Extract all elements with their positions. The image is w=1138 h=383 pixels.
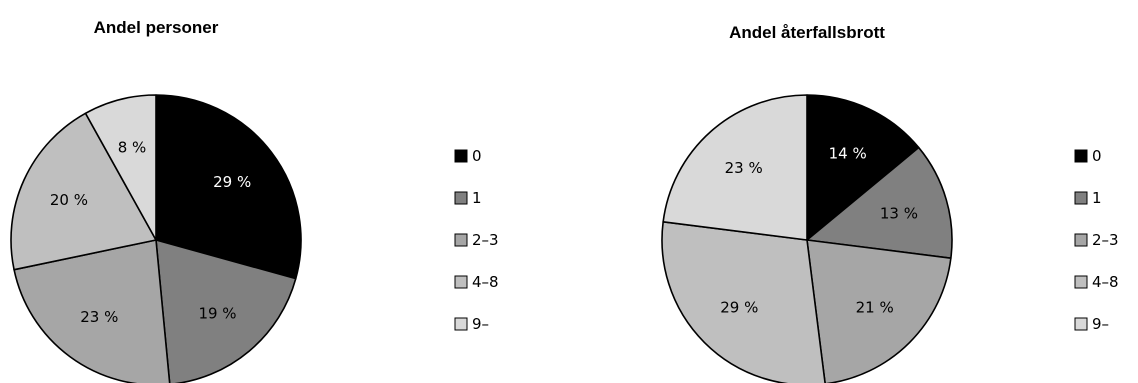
legend-swatch	[1074, 149, 1088, 163]
slice-data-label: 23 %	[80, 308, 118, 326]
legend-label: 2–3	[472, 231, 499, 249]
pie-chart-2: Andel återfallsbrott 14 % 13 % 21 % 29 % 23 %…	[661, 23, 1119, 383]
pie-chart-1: Andel personer 29 % 19 % 23 % 20 % 8 % 0 1 2–3 4–…	[10, 18, 499, 383]
chart-title: Andel personer	[94, 18, 219, 37]
slice-data-label: 29 %	[720, 299, 758, 317]
legend-swatch	[1074, 275, 1088, 289]
chart-legend: 0 1 2–3 4–8 9–	[454, 147, 499, 333]
legend-label: 4–8	[1092, 273, 1119, 291]
legend-label: 0	[472, 147, 482, 165]
slice-data-label: 21 %	[856, 299, 894, 317]
legend-label: 9–	[472, 315, 489, 333]
slice-data-label: 20 %	[50, 191, 88, 209]
slice-data-label: 14 %	[829, 144, 867, 162]
legend-swatch	[454, 233, 468, 247]
pie-slice-5	[84, 94, 157, 241]
slice-data-label: 8 %	[118, 138, 147, 156]
pie-slice-4	[661, 221, 826, 383]
slice-data-label: 29 %	[213, 173, 251, 191]
legend-swatch	[454, 149, 468, 163]
pie-slice-3	[13, 239, 171, 383]
legend-swatch	[1074, 191, 1088, 205]
pie-slice-3	[806, 239, 952, 383]
legend-label: 9–	[1092, 315, 1109, 333]
legend-label: 4–8	[472, 273, 499, 291]
legend-swatch	[454, 275, 468, 289]
pie-slice-2	[806, 146, 953, 259]
slice-data-label: 19 %	[198, 304, 236, 322]
chart-title: Andel återfallsbrott	[729, 23, 885, 42]
legend-label: 2–3	[1092, 231, 1119, 249]
legend-swatch	[1074, 317, 1088, 331]
pie-slice-1	[806, 94, 920, 241]
chart-legend: 0 1 2–3 4–8 9–	[1074, 147, 1119, 333]
legend-swatch	[1074, 233, 1088, 247]
pie-slice-2	[155, 239, 297, 383]
slice-data-label: 13 %	[880, 204, 918, 222]
pie-slice-1	[155, 94, 302, 280]
legend-label: 1	[472, 189, 482, 207]
pie-slice-4	[10, 112, 157, 271]
legend-swatch	[454, 317, 468, 331]
pie-slice-5	[662, 94, 808, 241]
legend-label: 0	[1092, 147, 1102, 165]
legend-label: 1	[1092, 189, 1102, 207]
slice-data-label: 23 %	[725, 159, 763, 177]
legend-swatch	[454, 191, 468, 205]
